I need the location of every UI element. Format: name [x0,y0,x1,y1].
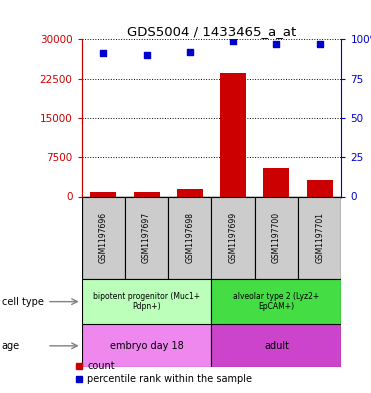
Text: alveolar type 2 (Lyz2+
EpCAM+): alveolar type 2 (Lyz2+ EpCAM+) [233,292,319,311]
Point [144,52,150,58]
Bar [263,168,289,196]
Bar [134,192,160,196]
Point [273,41,279,47]
Bar [298,196,341,279]
Bar [82,196,125,279]
Legend: count, percentile rank within the sample: count, percentile rank within the sample [72,358,256,388]
Text: age: age [2,341,20,351]
Bar [177,189,203,196]
Text: adult: adult [264,341,289,351]
Bar [211,279,341,324]
Text: GSM1197697: GSM1197697 [142,212,151,263]
Text: cell type: cell type [2,297,44,307]
Point [317,41,323,47]
Text: GSM1197699: GSM1197699 [229,212,237,263]
Title: GDS5004 / 1433465_a_at: GDS5004 / 1433465_a_at [127,25,296,38]
Bar [255,196,298,279]
Point [100,50,106,57]
Text: embryo day 18: embryo day 18 [110,341,183,351]
Text: GSM1197698: GSM1197698 [186,212,194,263]
Bar [90,192,116,196]
Point [230,38,236,44]
Point [187,49,193,55]
Text: GSM1197701: GSM1197701 [315,212,324,263]
Bar [82,279,211,324]
Text: GSM1197700: GSM1197700 [272,212,281,263]
Bar [82,324,211,367]
Bar [125,196,168,279]
Bar [307,180,333,196]
Text: bipotent progenitor (Muc1+
Pdpn+): bipotent progenitor (Muc1+ Pdpn+) [93,292,200,311]
Bar [168,196,211,279]
Text: GSM1197696: GSM1197696 [99,212,108,263]
Bar [220,73,246,196]
Bar [211,324,341,367]
Bar [211,196,255,279]
